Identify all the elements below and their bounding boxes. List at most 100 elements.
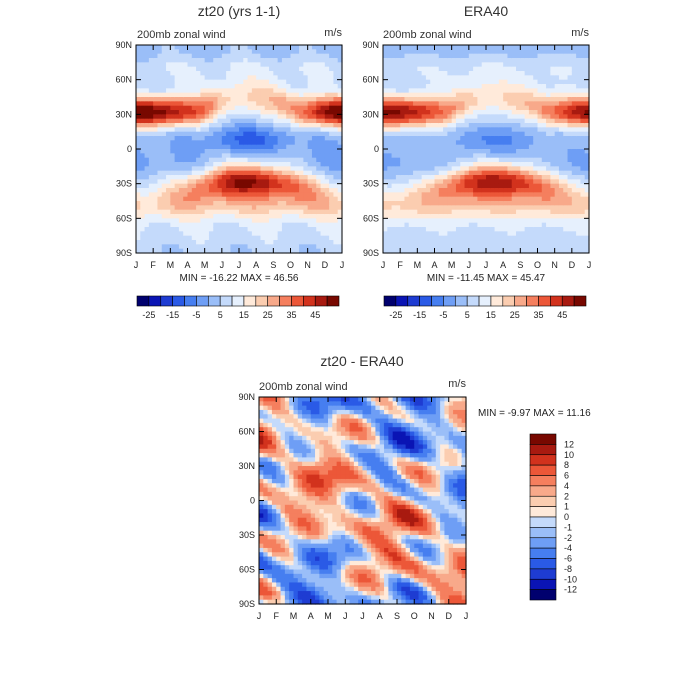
- heatmap-cell: [554, 240, 560, 245]
- heatmap-cell: [451, 62, 457, 68]
- heatmap-cell: [554, 101, 560, 107]
- heatmap-cell: [516, 166, 521, 172]
- heatmap-cell: [477, 227, 483, 232]
- heatmap-cell: [451, 192, 457, 198]
- heatmap-cell: [307, 162, 313, 167]
- heatmap-cell: [183, 244, 189, 250]
- heatmap-cell: [226, 162, 232, 167]
- heatmap-cell: [217, 227, 223, 232]
- heatmap-cell: [498, 101, 504, 107]
- heatmap-cell: [400, 162, 406, 167]
- heatmap-cell: [443, 75, 448, 81]
- heatmap-cell: [455, 231, 461, 237]
- heatmap-cell: [170, 49, 176, 55]
- heatmap-cell: [183, 105, 189, 111]
- heatmap-cell: [524, 170, 530, 176]
- heatmap-cell: [277, 110, 283, 115]
- heatmap-cell: [294, 166, 300, 172]
- heatmap-cell: [533, 149, 539, 154]
- heatmap-cell: [541, 149, 547, 154]
- heatmap-cell: [417, 66, 423, 72]
- heatmap-cell: [217, 157, 223, 163]
- heatmap-cell: [267, 483, 273, 489]
- heatmap-cell: [320, 88, 326, 94]
- heatmap-cell: [333, 49, 339, 55]
- heatmap-cell: [408, 136, 414, 141]
- heatmap-cell: [383, 227, 388, 232]
- heatmap-cell: [226, 188, 232, 193]
- heatmap-cell: [269, 101, 274, 107]
- heatmap-cell: [537, 114, 543, 120]
- heatmap-cell: [303, 166, 309, 172]
- heatmap-cell: [144, 157, 150, 163]
- heatmap-cell: [191, 58, 197, 63]
- heatmap-cell: [264, 179, 270, 185]
- heatmap-cell: [494, 45, 500, 50]
- heatmap-cell: [537, 149, 543, 154]
- heatmap-cell: [239, 188, 244, 193]
- heatmap-cell: [498, 105, 504, 111]
- heatmap-cell: [417, 79, 423, 85]
- heatmap-cell: [166, 214, 171, 219]
- heatmap-cell: [183, 110, 189, 115]
- heatmap-cell: [567, 175, 573, 180]
- heatmap-cell: [263, 414, 269, 420]
- heatmap-cell: [486, 149, 491, 154]
- heatmap-cell: [187, 183, 193, 189]
- heatmap-cell: [524, 84, 530, 89]
- heatmap-cell: [571, 218, 577, 224]
- heatmap-cell: [477, 218, 483, 224]
- heatmap-cell: [533, 205, 539, 211]
- heatmap-cell: [511, 196, 517, 202]
- heatmap-cell: [546, 227, 551, 232]
- heatmap-cell: [464, 118, 470, 124]
- heatmap-cell: [281, 114, 287, 120]
- heatmap-cell: [290, 218, 296, 224]
- heatmap-cell: [161, 179, 167, 185]
- heatmap-cell: [434, 248, 440, 254]
- heatmap-cell: [170, 196, 176, 202]
- heatmap-cell: [166, 101, 171, 107]
- heatmap-cell: [537, 49, 543, 55]
- heatmap-cell: [213, 162, 219, 167]
- heatmap-cell: [153, 188, 159, 193]
- heatmap-cell: [550, 92, 556, 98]
- heatmap-cell: [503, 131, 509, 137]
- heatmap-cell: [455, 105, 461, 111]
- heatmap-cell: [404, 214, 410, 219]
- heatmap-cell: [230, 118, 236, 124]
- heatmap-cell: [230, 227, 236, 232]
- heatmap-cell: [516, 58, 521, 63]
- heatmap-cell: [520, 205, 526, 211]
- heatmap-cell: [260, 97, 266, 102]
- heatmap-cell: [144, 75, 150, 81]
- heatmap-cell: [234, 188, 240, 193]
- heatmap-cell: [264, 157, 270, 163]
- heatmap-cell: [267, 509, 273, 515]
- heatmap-cell: [187, 58, 193, 63]
- heatmap-cell: [153, 84, 159, 89]
- heatmap-cell: [140, 196, 146, 202]
- heatmap-cell: [247, 205, 253, 211]
- heatmap-cell: [247, 114, 253, 120]
- heatmap-cell: [243, 209, 249, 215]
- heatmap-cell: [511, 62, 517, 68]
- heatmap-cell: [511, 218, 517, 224]
- heatmap-cell: [486, 136, 491, 141]
- heatmap-cell: [558, 188, 564, 193]
- heatmap-cell: [421, 49, 427, 55]
- heatmap-cell: [290, 248, 296, 254]
- heatmap-cell: [455, 140, 461, 146]
- heatmap-cell: [290, 209, 296, 215]
- heatmap-cell: [421, 227, 427, 232]
- heatmap-cell: [307, 45, 313, 50]
- heatmap-cell: [516, 118, 521, 124]
- heatmap-cell: [498, 157, 504, 163]
- heatmap-cell: [421, 222, 427, 228]
- heatmap-cell: [395, 118, 401, 124]
- heatmap-cell: [520, 166, 526, 172]
- heatmap-cell: [524, 209, 530, 215]
- heatmap-cell: [511, 118, 517, 124]
- heatmap-cell: [136, 101, 141, 107]
- heatmap-cell: [511, 105, 517, 111]
